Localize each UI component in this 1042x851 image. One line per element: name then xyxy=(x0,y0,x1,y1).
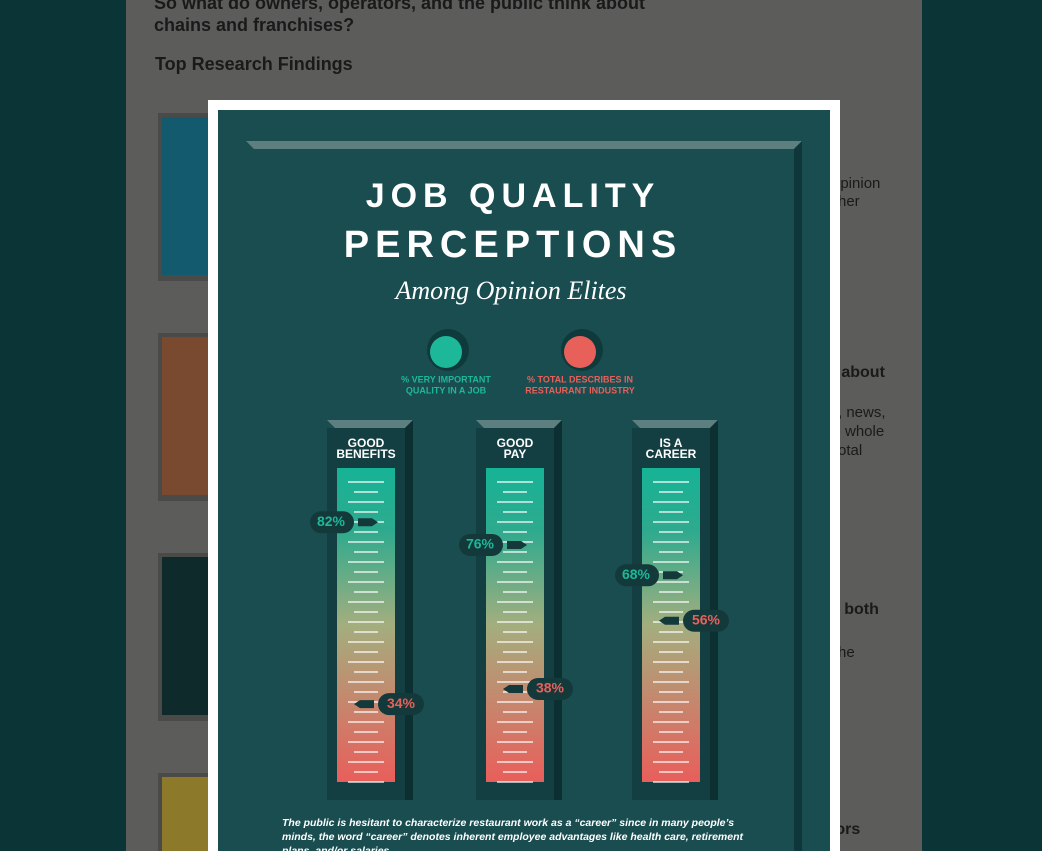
marker-pointer xyxy=(663,571,683,580)
bar-label: GOOD xyxy=(348,436,385,450)
thermo-frame xyxy=(405,420,413,800)
marker-tag xyxy=(310,511,354,534)
marker-tag xyxy=(683,609,729,632)
side-fragment: g both xyxy=(830,601,879,618)
side-fragment: otal xyxy=(838,442,862,459)
legend-label: QUALITY IN A JOB xyxy=(406,385,487,395)
thermo-frame xyxy=(476,420,562,428)
side-fragment: he xyxy=(838,644,855,661)
bar-label: CAREER xyxy=(646,447,697,461)
side-fragment: opinion xyxy=(832,175,880,192)
legend-label: % VERY IMPORTANT xyxy=(401,374,491,384)
title-line: JOB QUALITY xyxy=(366,177,661,215)
frame-top xyxy=(246,141,802,149)
marker-tag xyxy=(615,564,659,587)
title-line: PERCEPTIONS xyxy=(344,224,682,266)
subheading: Top Research Findings xyxy=(155,54,353,74)
value-label: 82% xyxy=(317,513,346,529)
marker-pointer xyxy=(354,700,374,709)
side-fragment: her xyxy=(838,193,860,210)
heading: So what do owners, operators, and the pu… xyxy=(154,0,645,35)
value-label: 34% xyxy=(387,695,416,711)
marker-pointer xyxy=(503,684,523,693)
bar-label: GOOD xyxy=(497,436,534,450)
thermo-frame xyxy=(554,420,562,800)
marker-tag xyxy=(527,677,573,700)
side-fragment: whole xyxy=(844,423,884,440)
frame-side xyxy=(794,141,802,851)
value-label: 38% xyxy=(536,680,565,696)
marker-tag xyxy=(378,693,424,716)
footnote: plans, and/or salaries. xyxy=(281,845,392,851)
footnote: minds, the word “career” denotes inheren… xyxy=(282,831,743,843)
bar-label: IS A xyxy=(660,436,683,450)
value-label: 76% xyxy=(466,536,495,552)
thermo-frame xyxy=(632,420,718,428)
legend-label: RESTAURANT INDUSTRY xyxy=(525,385,635,395)
thermo-tube xyxy=(486,468,544,782)
value-label: 68% xyxy=(622,566,651,582)
thermo-frame xyxy=(327,420,413,428)
marker-tag xyxy=(459,533,503,556)
subtitle: Among Opinion Elites xyxy=(393,276,626,305)
side-fragment: s about xyxy=(828,364,886,381)
legend-label: % TOTAL DESCRIBES IN xyxy=(527,374,633,384)
marker-pointer xyxy=(659,616,679,625)
value-label: 56% xyxy=(692,611,721,627)
legend-swatch xyxy=(564,336,596,368)
side-fragment: , news, xyxy=(838,404,886,421)
bar-label: BENEFITS xyxy=(336,447,395,461)
legend-swatch xyxy=(430,336,462,368)
footnote: The public is hesitant to characterize r… xyxy=(282,817,734,829)
marker-pointer xyxy=(507,540,527,549)
marker-pointer xyxy=(358,518,378,527)
bar-label: PAY xyxy=(504,447,527,461)
